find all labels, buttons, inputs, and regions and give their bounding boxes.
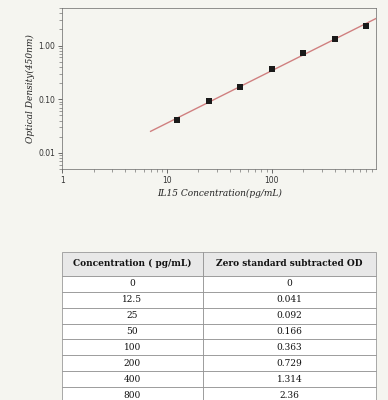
Point xyxy=(300,50,306,56)
Point xyxy=(237,84,243,91)
X-axis label: IL15 Concentration(pg/mL): IL15 Concentration(pg/mL) xyxy=(157,189,282,198)
Point xyxy=(174,117,180,123)
Point xyxy=(205,98,211,104)
Y-axis label: Optical Density(450nm): Optical Density(450nm) xyxy=(26,34,35,143)
Point xyxy=(363,22,369,29)
Point xyxy=(268,66,275,72)
Point xyxy=(332,36,338,42)
